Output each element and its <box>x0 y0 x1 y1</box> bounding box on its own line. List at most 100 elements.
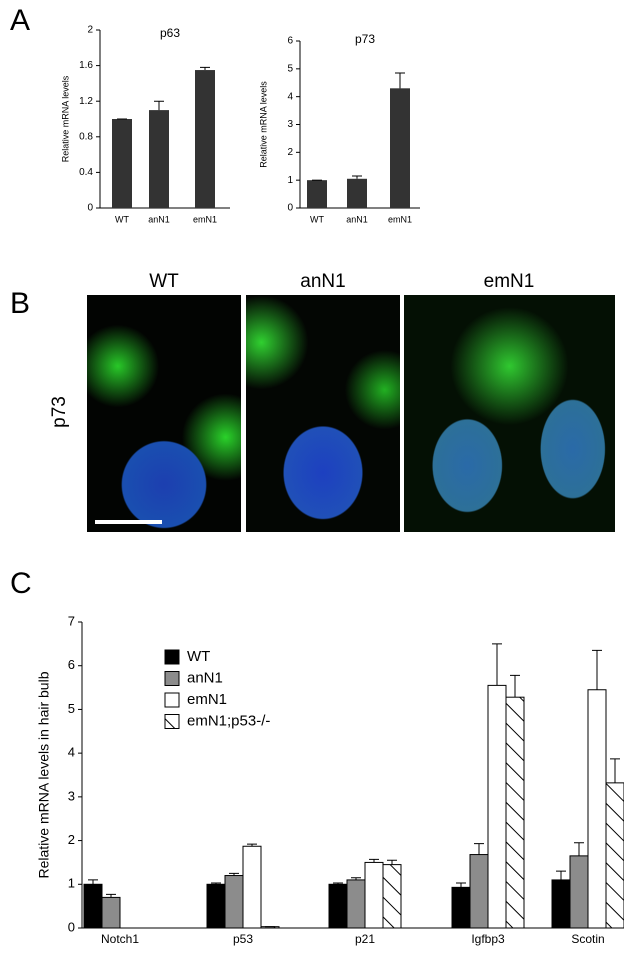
bar <box>605 782 624 929</box>
y-tick-label: 5 <box>68 701 75 716</box>
y-tick-label: 2 <box>87 25 93 36</box>
bar <box>364 861 384 929</box>
row-label: p73 <box>49 396 70 428</box>
y-tick-label: 1.2 <box>79 96 93 107</box>
bar <box>83 883 103 929</box>
micrograph <box>404 295 615 532</box>
y-tick-label: 6 <box>68 657 75 672</box>
legend-label: anN1 <box>187 669 223 686</box>
column-label: anN1 <box>300 271 345 292</box>
x-tick-label: emN1 <box>388 214 412 224</box>
error-bar <box>247 843 257 847</box>
column-label: emN1 <box>484 271 535 292</box>
y-tick-label: 1.6 <box>79 60 93 71</box>
error-bar <box>333 882 343 885</box>
x-tick-label: anN1 <box>346 214 368 224</box>
bar <box>451 886 471 929</box>
bar <box>346 879 366 929</box>
error-bar <box>211 882 221 885</box>
bar <box>347 178 367 208</box>
y-tick-label: 4 <box>287 91 293 102</box>
error-bar <box>106 893 116 898</box>
y-tick-label: 5 <box>287 63 293 74</box>
legend-label: emN1 <box>187 691 227 708</box>
bar <box>569 855 589 929</box>
x-tick-label: p53 <box>233 932 253 946</box>
bar <box>587 689 607 929</box>
y-tick-label: 0.8 <box>79 131 93 142</box>
x-tick-label: WT <box>115 214 129 224</box>
error-bar <box>369 858 379 863</box>
bar <box>112 119 132 208</box>
y-tick-label: 2 <box>287 147 293 158</box>
y-tick-label: 6 <box>287 36 293 47</box>
bar <box>206 883 226 929</box>
y-tick-label: 4 <box>68 745 75 760</box>
error-bar <box>474 843 484 855</box>
y-tick-label: 0 <box>87 203 93 214</box>
error-bar <box>574 842 584 856</box>
bar <box>469 854 489 929</box>
x-tick-label: Igfbp3 <box>471 932 505 946</box>
error-bar <box>88 879 98 885</box>
x-tick-label: emN1 <box>193 214 217 224</box>
legend-swatch <box>164 649 180 665</box>
x-tick-label: p21 <box>355 932 375 946</box>
bar <box>328 883 348 929</box>
error-bar <box>352 175 362 179</box>
y-axis-label: Relative mRNA levels <box>258 81 268 168</box>
bar <box>487 684 507 929</box>
chart-title: p63 <box>160 26 180 40</box>
micrograph <box>246 295 400 532</box>
legend-swatch <box>164 714 180 729</box>
error-bar <box>229 872 239 876</box>
micrograph <box>87 295 241 532</box>
x-tick-label: Notch1 <box>101 932 139 946</box>
y-tick-label: 3 <box>68 788 75 803</box>
x-tick-label: WT <box>310 214 324 224</box>
bar <box>195 70 215 208</box>
y-tick-label: 0 <box>287 203 293 214</box>
bar <box>307 180 327 208</box>
error-bar <box>556 870 566 880</box>
error-bar <box>510 674 520 698</box>
y-tick-label: 7 <box>68 613 75 628</box>
y-tick-label: 1 <box>287 175 293 186</box>
bar <box>149 110 169 208</box>
error-bar <box>610 758 620 783</box>
x-tick-label: Scotin <box>571 932 604 946</box>
legend-label: WT <box>187 648 210 665</box>
legend-swatch <box>164 692 180 708</box>
error-bar <box>200 66 210 71</box>
bar <box>551 879 571 929</box>
y-axis-label: Relative mRNA levels <box>60 75 70 162</box>
y-tick-label: 2 <box>68 832 75 847</box>
chart-title: p73 <box>355 32 375 46</box>
error-bar <box>351 877 361 880</box>
y-tick-label: 0 <box>68 919 75 934</box>
panel-label: A <box>10 4 30 37</box>
panel-label: C <box>10 567 32 600</box>
y-tick-label: 3 <box>287 119 293 130</box>
error-bar <box>154 100 164 111</box>
panel-label: B <box>10 287 30 320</box>
legend-label: emN1;p53-/- <box>187 712 270 729</box>
error-bar <box>592 649 602 690</box>
y-tick-label: 1 <box>68 876 75 891</box>
bar <box>224 875 244 929</box>
y-axis-label: Relative mRNA levels in hair bulb <box>36 671 52 878</box>
bar <box>505 696 525 929</box>
error-bar <box>395 72 405 89</box>
error-bar <box>387 859 397 865</box>
bar <box>382 864 402 929</box>
error-bar <box>492 643 502 686</box>
bar <box>390 88 410 208</box>
bar <box>242 845 262 929</box>
column-label: WT <box>149 271 179 292</box>
y-tick-label: 0.4 <box>79 167 93 178</box>
legend-swatch <box>164 671 180 686</box>
x-tick-label: anN1 <box>148 214 170 224</box>
error-bar <box>456 882 466 888</box>
